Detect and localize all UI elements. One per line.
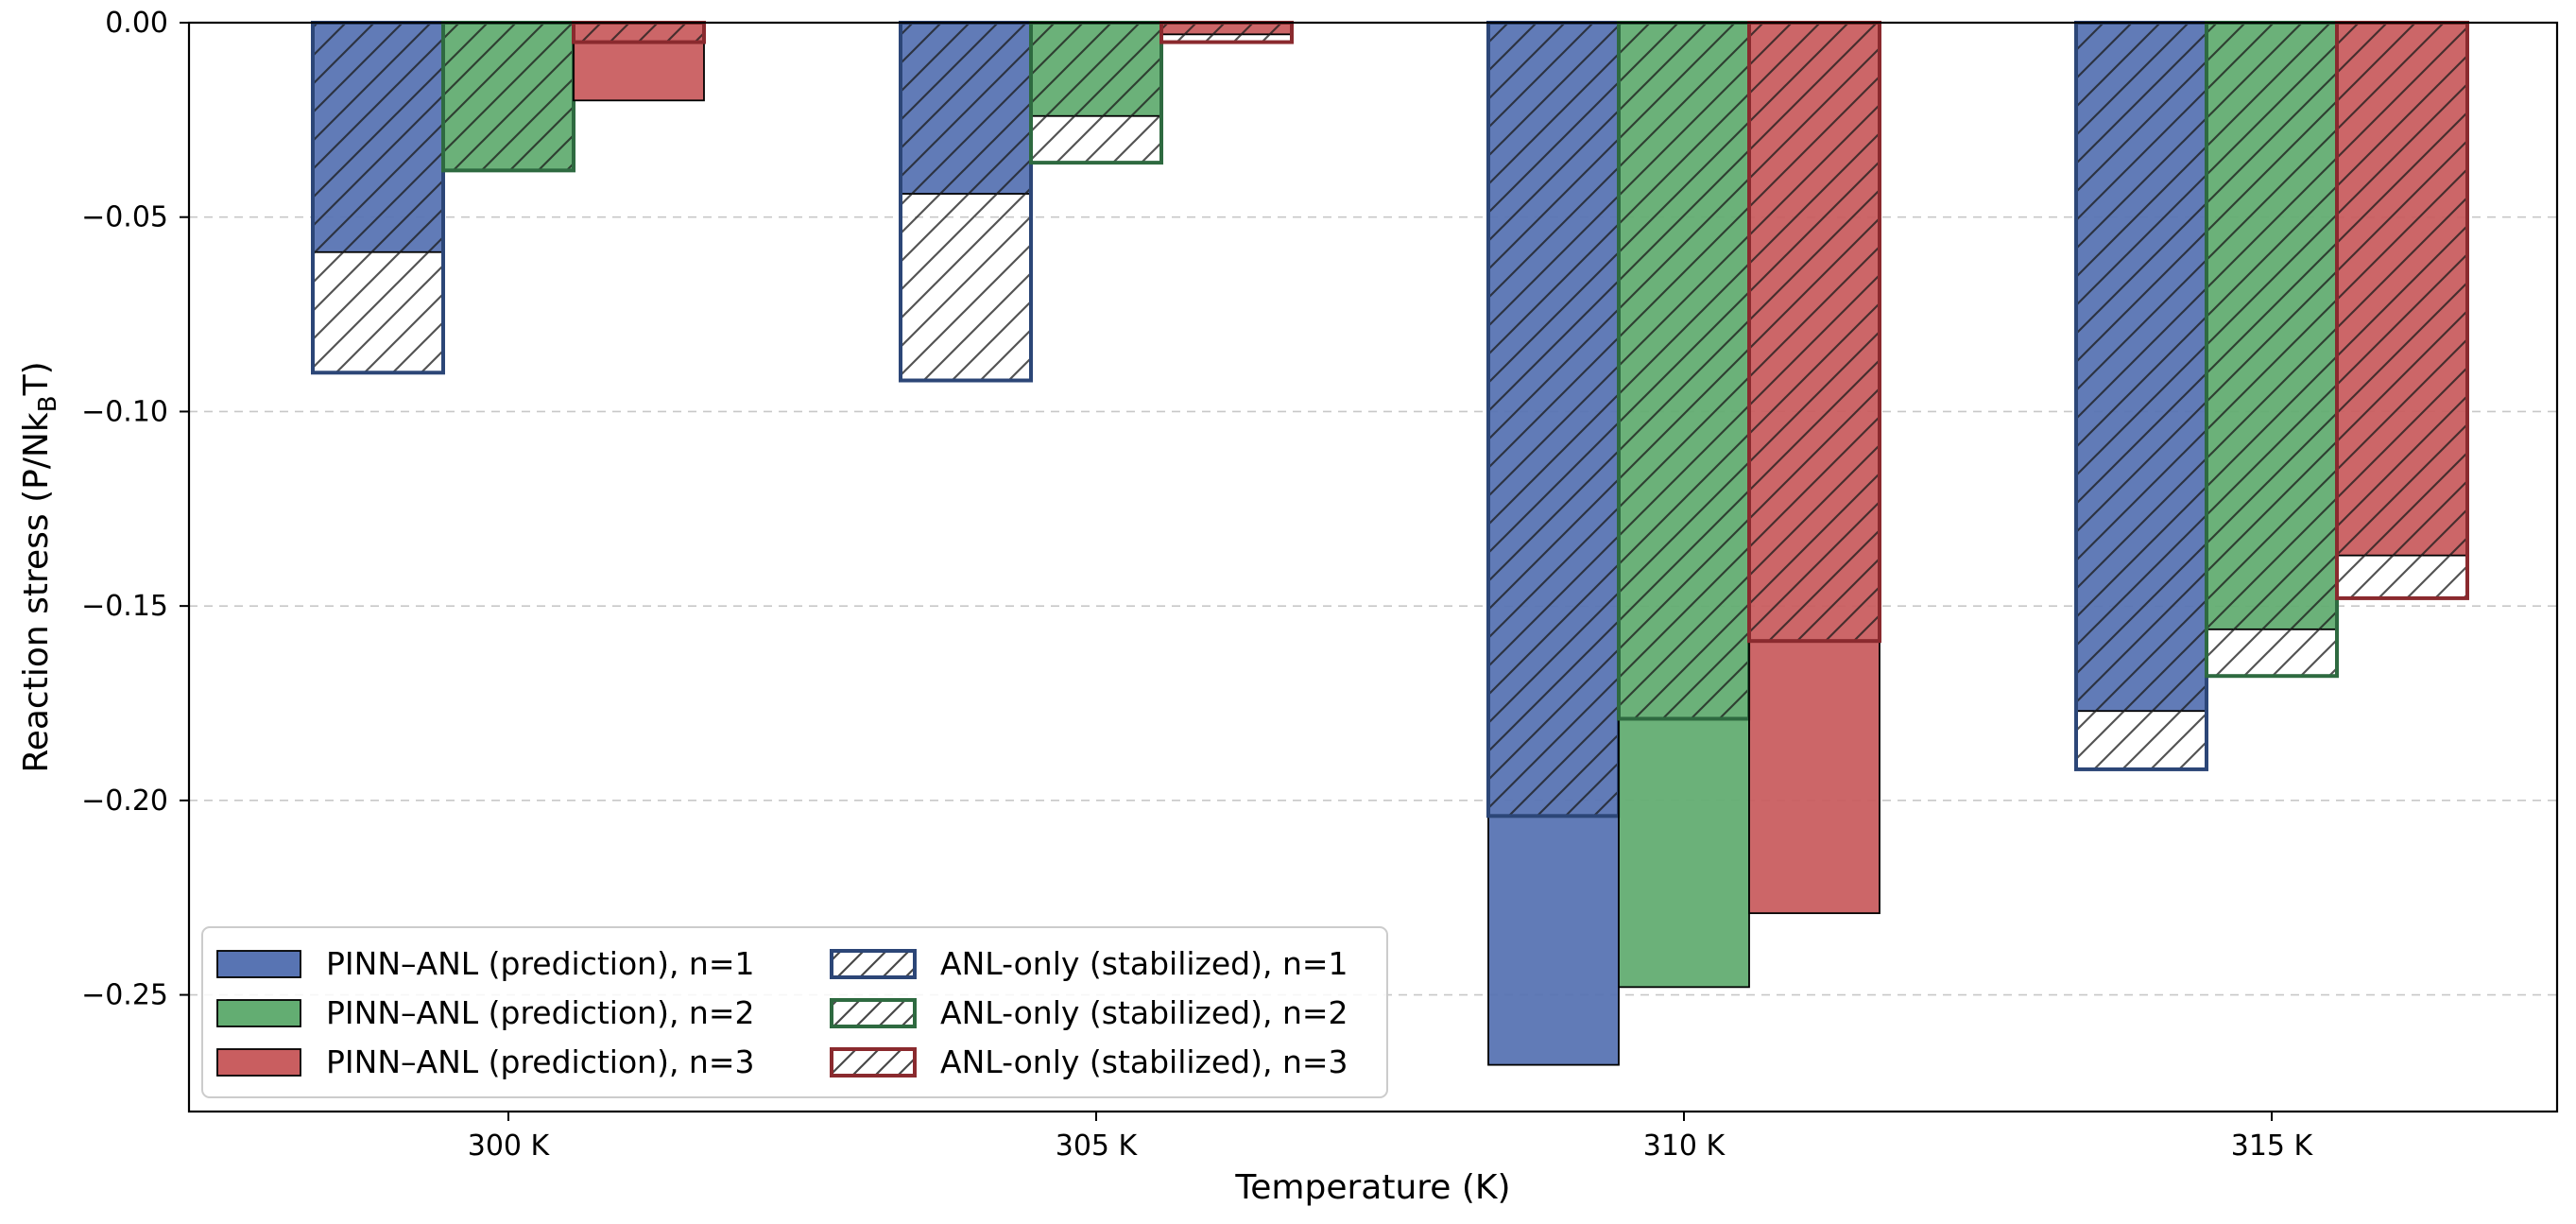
legend-swatch-prediction-n2 <box>216 999 301 1027</box>
legend-swatch-stabilized-n3 <box>830 1047 917 1077</box>
y-tick-label-4: −0.20 <box>81 784 168 818</box>
legend-swatch-prediction-n1 <box>216 950 301 978</box>
bar-stabilized-n1-315K <box>2074 21 2208 771</box>
bars-layer <box>311 21 2469 1066</box>
legend-label-stabilized-n1: ANL-only (stabilized), n=1 <box>940 945 1348 982</box>
legend-label-stabilized-n2: ANL-only (stabilized), n=2 <box>940 994 1348 1031</box>
legend-swatch-stabilized-n2 <box>830 998 917 1028</box>
bar-stabilized-n3-310K <box>1747 21 1881 644</box>
legend-label-stabilized-n3: ANL-only (stabilized), n=3 <box>940 1043 1348 1080</box>
x-tick-label-2: 310 K <box>1643 1129 1726 1163</box>
bar-stabilized-n1-310K <box>1486 21 1621 819</box>
y-tick-label-0: 0.00 <box>105 7 168 40</box>
legend-label-prediction-n3: PINN–ANL (prediction), n=3 <box>326 1043 755 1080</box>
bar-stabilized-n3-300K <box>572 21 706 44</box>
legend-swatch-prediction-n3 <box>216 1048 301 1077</box>
legend-swatch-stabilized-n1 <box>830 949 917 979</box>
bar-stabilized-n2-305K <box>1029 21 1163 165</box>
y-tick-label-5: −0.25 <box>81 979 168 1012</box>
bar-stabilized-n1-300K <box>311 21 445 375</box>
bar-stabilized-n1-305K <box>899 21 1033 383</box>
bar-stabilized-n2-310K <box>1617 21 1751 721</box>
y-axis-title: Reaction stress (P/NkBT) <box>17 361 62 772</box>
legend-label-prediction-n2: PINN–ANL (prediction), n=2 <box>326 994 755 1031</box>
y-tick-label-3: −0.15 <box>81 590 168 623</box>
x-axis-title: Temperature (K) <box>1234 1168 1510 1207</box>
ticks-layer: 0.00 −0.05 −0.10 −0.15 −0.20 −0.25 300 K 305 K 3… <box>81 7 2313 1163</box>
y-axis-title-main: Reaction stress (P/Nk <box>17 412 56 773</box>
legend: PINN–ANL (prediction), n=1 PINN–ANL (pred… <box>201 926 1388 1098</box>
y-tick-label-2: −0.10 <box>81 395 168 428</box>
bar-stabilized-n3-305K <box>1159 21 1294 44</box>
x-tick-label-3: 315 K <box>2231 1129 2314 1163</box>
bar-stabilized-n3-315K <box>2335 21 2469 600</box>
legend-box <box>201 926 1388 1098</box>
x-tick-label-0: 300 K <box>468 1129 551 1163</box>
y-tick-label-1: −0.05 <box>81 201 168 234</box>
bar-stabilized-n2-300K <box>441 21 575 173</box>
bar-stabilized-n2-315K <box>2205 21 2339 679</box>
plot-frame <box>187 21 2559 1113</box>
y-axis-title-tail: T) <box>17 361 56 396</box>
x-tick-label-1: 305 K <box>1056 1129 1139 1163</box>
y-axis-title-sub: B <box>34 395 62 412</box>
legend-label-prediction-n1: PINN–ANL (prediction), n=1 <box>326 945 755 982</box>
